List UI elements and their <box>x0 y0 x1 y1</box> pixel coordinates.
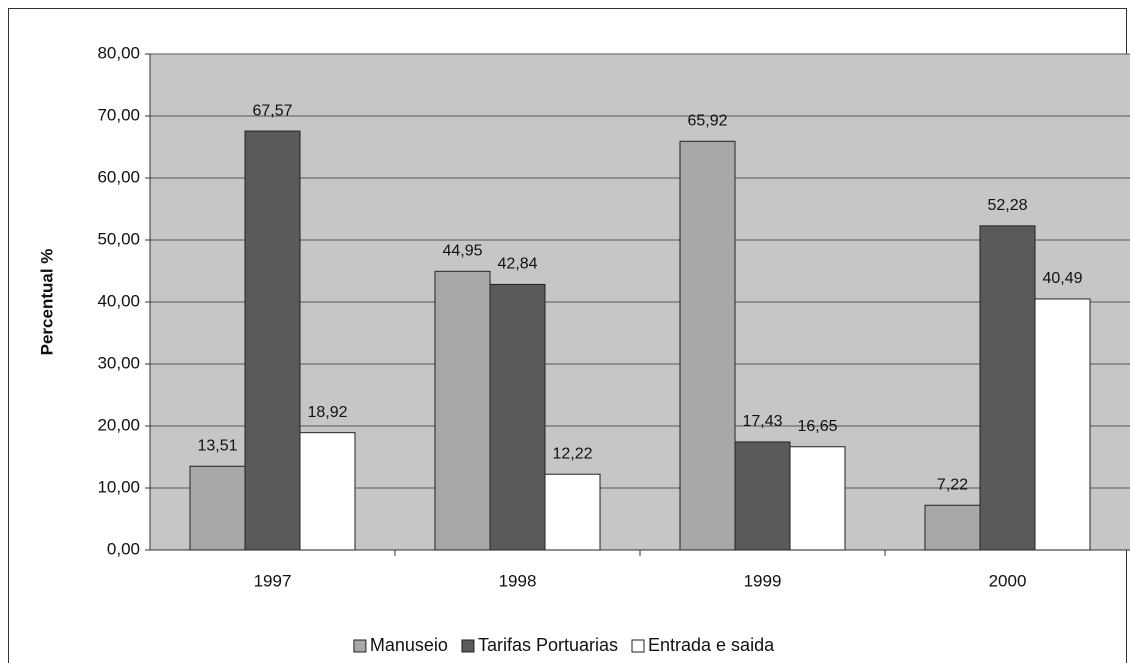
bar <box>789 446 846 551</box>
legend-label: Entrada e saida <box>648 635 775 655</box>
y-tick-label: 30,00 <box>97 353 140 372</box>
bar <box>489 283 546 551</box>
bar <box>544 473 601 551</box>
value-label: 40,49 <box>1042 270 1082 287</box>
bar <box>734 441 791 551</box>
bar <box>189 465 246 551</box>
y-tick-label: 80,00 <box>97 43 140 62</box>
bar <box>434 270 491 551</box>
y-tick-label: 70,00 <box>97 105 140 124</box>
y-tick-label: 0,00 <box>107 539 140 558</box>
bar <box>244 130 301 551</box>
bar <box>299 432 356 551</box>
value-label: 42,84 <box>497 256 537 273</box>
y-tick-label: 50,00 <box>97 229 140 248</box>
x-tick-label: 1998 <box>499 571 537 590</box>
x-tick-label: 2000 <box>989 571 1027 590</box>
value-label: 17,43 <box>742 413 782 430</box>
y-axis-label: Percentual % <box>37 249 56 356</box>
value-label: 7,22 <box>937 476 968 493</box>
bar <box>1034 298 1091 551</box>
y-tick-label: 10,00 <box>97 477 140 496</box>
legend-label: Tarifas Portuarias <box>478 635 618 655</box>
value-label: 65,92 <box>687 113 727 130</box>
value-label: 16,65 <box>797 418 837 435</box>
value-label: 12,22 <box>552 445 592 462</box>
bar <box>924 504 981 551</box>
y-tick-label: 20,00 <box>97 415 140 434</box>
bar <box>679 140 736 551</box>
legend-label: Manuseio <box>370 635 448 655</box>
value-label: 67,57 <box>252 102 292 119</box>
legend-swatch <box>353 639 367 653</box>
value-label: 13,51 <box>197 437 237 454</box>
x-tick-label: 1997 <box>254 571 292 590</box>
x-tick-label: 1999 <box>744 571 782 590</box>
y-tick-label: 40,00 <box>97 291 140 310</box>
value-label: 44,95 <box>442 243 482 260</box>
legend-swatch <box>461 639 475 653</box>
bar <box>979 225 1036 551</box>
value-label: 52,28 <box>987 197 1027 214</box>
y-tick-label: 60,00 <box>97 167 140 186</box>
legend-swatch <box>631 639 645 653</box>
value-label: 18,92 <box>307 404 347 421</box>
